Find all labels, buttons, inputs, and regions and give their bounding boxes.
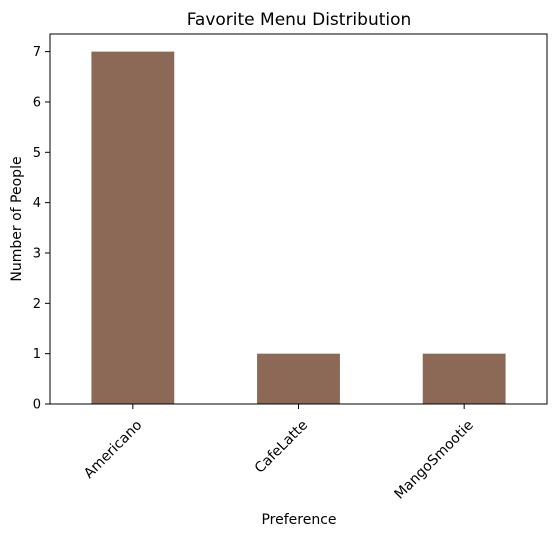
- x-tick-label-mangosmootie: MangoSmootie: [391, 417, 476, 502]
- bar-cafelatte: [257, 353, 340, 404]
- y-tick-label: 0: [33, 398, 41, 413]
- bar-americano: [91, 51, 175, 404]
- y-tick-label: 6: [33, 95, 41, 110]
- bars-group: [91, 51, 506, 404]
- y-tick-label: 3: [33, 246, 41, 261]
- chart-title: Favorite Menu Distribution: [187, 10, 412, 30]
- y-axis-label: Number of People: [9, 156, 25, 281]
- x-axis-label: Preference: [261, 512, 336, 528]
- y-tick-label: 5: [33, 146, 41, 161]
- x-axis-ticks: Americano CafeLatte MangoSmootie: [81, 404, 477, 503]
- y-tick-label: 7: [33, 45, 41, 60]
- x-tick-label-americano: Americano: [81, 417, 145, 481]
- bar-mangosmootie: [422, 353, 506, 404]
- x-tick-label-cafelatte: CafeLatte: [252, 417, 311, 476]
- y-axis-ticks: 0 1 2 3 4 5 6 7: [33, 45, 50, 413]
- y-tick-label: 2: [33, 297, 41, 312]
- y-tick-label: 1: [33, 347, 41, 362]
- y-tick-label: 4: [33, 196, 41, 211]
